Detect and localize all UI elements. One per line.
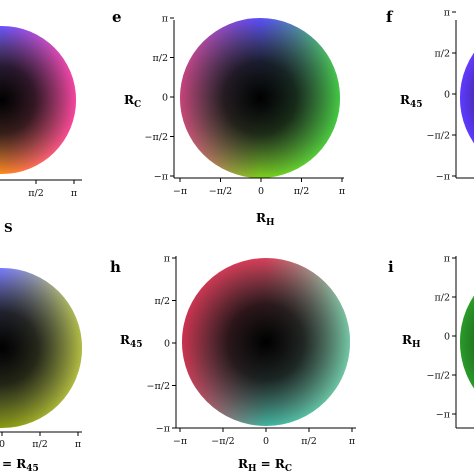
panel-e-ytick-label: −π/2 (145, 132, 168, 143)
panel-g-disk-shade (0, 268, 82, 428)
panel-e-ylabel: RC (124, 93, 141, 110)
panel-e-label: e (112, 8, 122, 26)
panel-i-ytick-label: π (444, 254, 450, 265)
panel-h-xtick-label: −π/2 (211, 436, 234, 447)
panel-h-xtick-label: 0 (263, 436, 269, 447)
panel-f-ytick-label: −π (436, 172, 450, 183)
panel-i-label: i (388, 258, 394, 276)
panel-d-disk (0, 26, 76, 174)
panel-h-ytick-label: −π (156, 424, 170, 435)
panel-f-ytick-label: 0 (444, 90, 450, 101)
panel-i-ylabel: RH (402, 333, 421, 350)
panel-f-ytick-label: π/2 (435, 49, 451, 60)
panel-h-label: h (110, 258, 121, 276)
panel-f-ylabel: R45 (400, 93, 423, 110)
panel-e-xtick-label: −π (173, 186, 187, 197)
panel-e: e π π/2 0 −π/2 −π −π −π/2 0 π/2 π RC RH (112, 8, 345, 228)
panel-i: i π π/2 0 −π/2 −π RH (388, 254, 474, 429)
panel-h-disk (182, 258, 350, 426)
panel-e-ytick-label: π/2 (153, 53, 169, 64)
panel-f-disk-shade (460, 52, 474, 144)
panel-d-xtick-label-1: π/2 (28, 188, 44, 199)
panel-h-xtick-label: π (349, 436, 355, 447)
panel-i-ytick-label: −π/2 (427, 371, 450, 382)
panel-g-xtick-label-0: 0 (0, 439, 5, 450)
panel-e-xtick-label: π/2 (294, 186, 310, 197)
panel-h-disk-shade (182, 258, 350, 426)
panel-h-xlabel: RH = RC (238, 457, 292, 474)
panel-d-xlabel: S (4, 221, 13, 235)
panel-i-ytick-label: −π (436, 410, 450, 421)
panel-f: f π π/2 0 −π/2 −π R45 (386, 8, 474, 183)
panel-g-xtick-label-1: π/2 (32, 439, 48, 450)
panel-i-disk-shade (460, 295, 474, 389)
panel-f-ytick-label: −π/2 (427, 131, 450, 142)
panel-h-ytick-label: π/2 (155, 296, 171, 307)
panel-h: h π π/2 0 −π/2 −π −π −π/2 0 π/2 π R45 RH = RC (110, 254, 356, 474)
panel-e-xtick-label: 0 (258, 186, 264, 197)
panel-e-xtick-label: π (339, 186, 345, 197)
panel-h-ytick-label: π (164, 254, 170, 265)
panel-h-xtick-label: π/2 (301, 436, 317, 447)
panel-e-xlabel: RH (256, 211, 275, 228)
panel-h-xtick-label: −π (173, 436, 187, 447)
panel-d: π/2 π S (0, 26, 82, 235)
panel-e-disk (180, 18, 340, 178)
panel-h-ylabel: R45 (120, 333, 143, 350)
panel-g-disk (0, 268, 82, 428)
panel-f-disk (460, 52, 474, 144)
panel-i-ytick-label: 0 (444, 332, 450, 343)
panel-e-ytick-label: 0 (162, 93, 168, 104)
panel-f-ytick-label: π (444, 8, 450, 19)
panel-h-ytick-label: 0 (164, 339, 170, 350)
panel-f-label: f (386, 8, 394, 26)
panel-g-xlabel: = R45 (2, 457, 39, 474)
panel-i-ytick-label: π/2 (435, 293, 451, 304)
panel-g-xtick-label-2: π (75, 439, 81, 450)
panel-g: g 0 π/2 π = R45 (0, 268, 82, 474)
panel-e-ytick-label: −π (154, 172, 168, 183)
panel-d-disk-shade (0, 26, 76, 174)
panel-e-ytick-label: π (162, 14, 168, 25)
panel-e-xtick-label: −π/2 (209, 186, 232, 197)
panel-d-xtick-label-2: π (71, 188, 77, 199)
panel-i-disk (460, 295, 474, 389)
panel-h-ytick-label: −π/2 (147, 381, 170, 392)
panel-e-disk-shade (180, 18, 340, 178)
